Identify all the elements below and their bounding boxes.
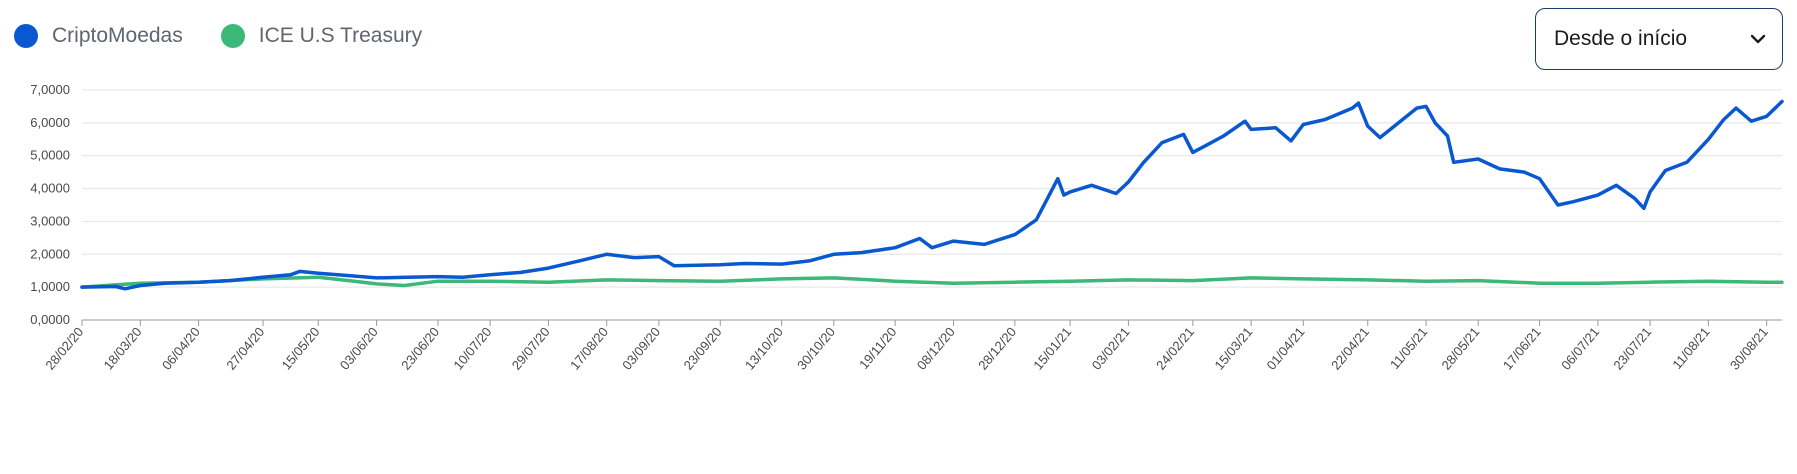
x-tick-label: 18/03/20 [101, 324, 145, 372]
legend-item-criptomoedas[interactable]: CriptoMoedas [14, 24, 183, 48]
x-tick-label: 23/06/20 [398, 324, 442, 372]
x-tick-label: 03/06/20 [337, 324, 381, 372]
x-tick-label: 15/03/21 [1211, 324, 1255, 372]
y-tick-label: 6,0000 [30, 115, 70, 130]
y-tick-label: 5,0000 [30, 148, 70, 163]
x-tick-label: 01/04/21 [1264, 324, 1308, 372]
x-tick-label: 17/06/21 [1500, 324, 1544, 372]
chart-legend: CriptoMoedas ICE U.S Treasury [14, 24, 460, 48]
y-tick-label: 0,0000 [30, 312, 70, 327]
x-tick-label: 06/04/20 [159, 324, 203, 372]
chevron-down-icon [1750, 34, 1766, 44]
grid-lines [82, 89, 1782, 321]
x-tick-label: 28/02/20 [42, 324, 86, 372]
y-axis: 0,0000 1,0000 2,0000 3,0000 4,0000 5,0000 6,00… [30, 82, 70, 327]
y-tick-label: 7,0000 [30, 82, 70, 97]
x-tick-label: 30/10/20 [794, 324, 838, 372]
x-tick-label: 11/08/21 [1669, 324, 1712, 372]
x-tick-label: 15/01/21 [1030, 324, 1074, 372]
legend-item-treasury[interactable]: ICE U.S Treasury [220, 24, 423, 48]
x-tick-label: 11/05/21 [1387, 324, 1430, 372]
x-tick-label: 03/09/20 [619, 324, 663, 372]
legend-swatch-treasury [220, 24, 245, 48]
x-tick-label: 08/12/20 [914, 324, 958, 372]
x-tick-label: 17/08/20 [567, 324, 611, 372]
x-tick-label: 22/04/21 [1328, 324, 1372, 372]
x-tick-label: 15/05/20 [279, 324, 323, 372]
series-line-treasury [80, 275, 1784, 289]
x-tick-label: 10/07/20 [450, 324, 494, 372]
y-tick-label: 4,0000 [30, 181, 70, 196]
x-tick-label: 30/08/21 [1727, 324, 1771, 372]
x-tick-label: 23/07/21 [1610, 324, 1654, 372]
x-tick-label: 24/02/21 [1153, 324, 1197, 372]
legend-swatch-criptomoedas [14, 24, 38, 48]
legend-label-treasury: ICE U.S Treasury [258, 24, 423, 47]
period-select-value: Desde o início [1554, 27, 1688, 50]
y-tick-label: 1,0000 [30, 279, 70, 294]
y-tick-label: 2,0000 [30, 246, 70, 261]
x-tick-label: 06/07/21 [1558, 324, 1602, 372]
series-lines [80, 99, 1784, 291]
x-tick-label: 28/12/20 [975, 324, 1019, 372]
period-select[interactable]: Desde o início [1535, 8, 1783, 70]
series-line-criptomoedas [80, 99, 1784, 291]
x-tick-label: 28/05/21 [1438, 324, 1482, 372]
y-tick-label: 3,0000 [30, 213, 70, 228]
x-tick-label: 23/09/20 [681, 324, 725, 372]
x-tick-label: 27/04/20 [223, 324, 267, 372]
legend-label-criptomoedas: CriptoMoedas [52, 24, 183, 47]
x-tick-label: 13/10/20 [742, 324, 786, 372]
x-tick-label: 19/11/20 [856, 324, 899, 372]
x-axis: 28/02/20 18/03/20 06/04/20 27/04/20 15/05/20… [42, 320, 1771, 373]
x-tick-label: 29/07/20 [509, 324, 553, 372]
x-tick-label: 03/02/21 [1089, 324, 1133, 372]
line-chart: 0,0000 1,0000 2,0000 3,0000 4,0000 5,0000 6,00… [30, 82, 1784, 373]
